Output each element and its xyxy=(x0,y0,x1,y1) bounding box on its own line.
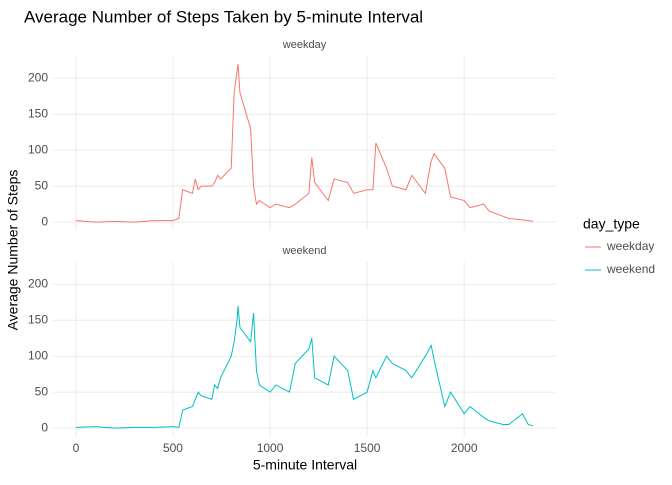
strip-label: weekday xyxy=(282,39,327,51)
x-tick-label: 1000 xyxy=(257,441,284,455)
chart-title: Average Number of Steps Taken by 5-minut… xyxy=(24,7,423,26)
legend-title: day_type xyxy=(583,216,640,232)
y-tick-label: 150 xyxy=(28,106,48,120)
x-axis-label: 5-minute Interval xyxy=(253,457,357,473)
data-line xyxy=(75,305,534,429)
y-tick-label: 100 xyxy=(28,348,48,362)
y-tick-label: 200 xyxy=(28,70,48,84)
y-tick-label: 50 xyxy=(35,178,49,192)
y-tick-label: 0 xyxy=(41,214,48,228)
x-tick-label: 2000 xyxy=(451,441,478,455)
y-tick-label: 200 xyxy=(28,276,48,290)
legend-label: weekend xyxy=(606,262,655,276)
data-line xyxy=(75,63,534,223)
strip-label: weekend xyxy=(281,245,326,257)
legend-label: weekday xyxy=(606,239,654,253)
x-tick-label: 500 xyxy=(163,441,183,455)
x-tick-label: 1500 xyxy=(354,441,381,455)
y-tick-label: 150 xyxy=(28,312,48,326)
x-tick-label: 0 xyxy=(73,441,80,455)
y-axis-label: Average Number of Steps xyxy=(5,170,21,331)
y-tick-label: 50 xyxy=(35,384,49,398)
y-tick-label: 100 xyxy=(28,142,48,156)
y-tick-label: 0 xyxy=(41,420,48,434)
